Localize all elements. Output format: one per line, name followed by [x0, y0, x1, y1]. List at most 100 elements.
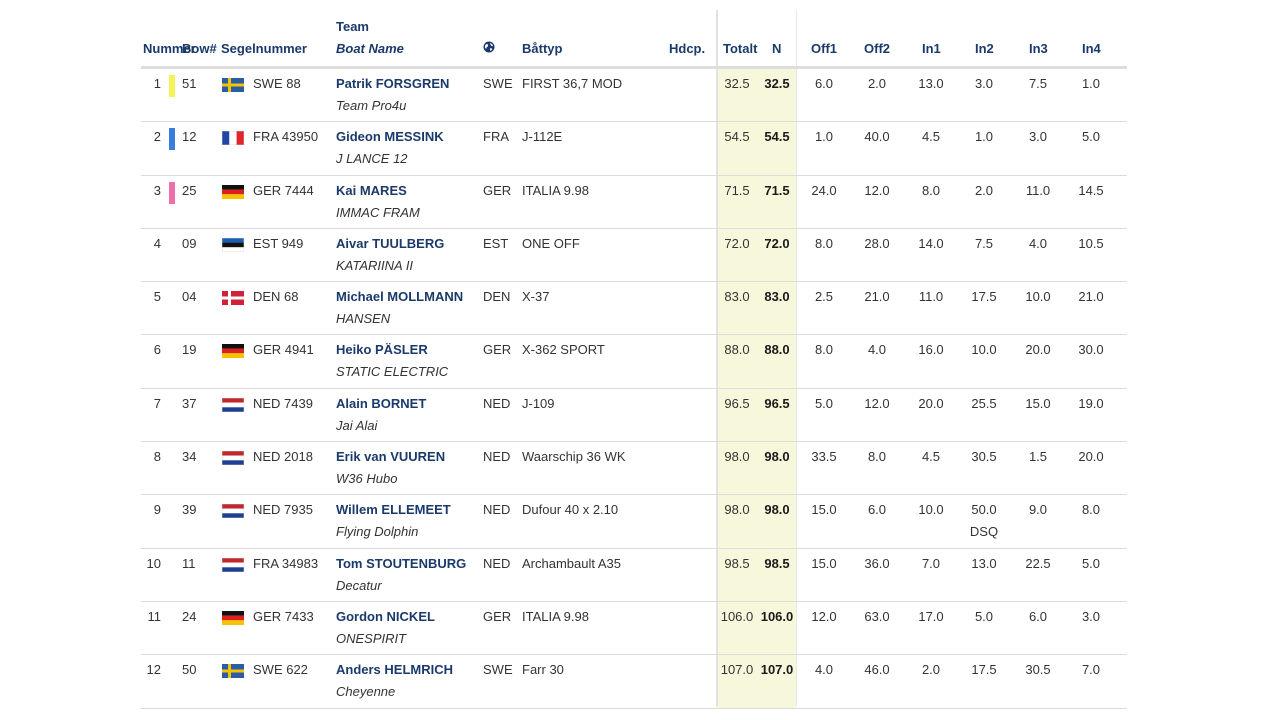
race-score-in2: 1.0	[974, 129, 994, 145]
skipper-name-link[interactable]: Erik van VUUREN	[336, 449, 446, 465]
bow-number: 11	[182, 555, 196, 571]
race-score-in4: 14.5	[1078, 182, 1104, 198]
skipper-name-link[interactable]: Alain BORNET	[336, 395, 427, 411]
table-row[interactable]: 8 34 NED 2018 Erik van VUUREN W36 Hubo NED Waa…	[141, 442, 1127, 496]
skipper-name-link[interactable]: Heiko PÄSLER	[336, 342, 428, 358]
header-boat-name[interactable]: Boat Name	[336, 41, 404, 56]
race-score-off2: 6.0	[867, 502, 887, 518]
table-row[interactable]: 11 24 GER 7433 Gordon NICKEL ONESPIRIT GER ITA…	[141, 602, 1127, 656]
table-body: 1 51 SWE 88 Patrik FORSGREN Team Pro4u SWE FIR…	[141, 69, 1127, 709]
race-score-in3: 15.0	[1025, 395, 1051, 411]
boat-name: HANSEN	[336, 311, 391, 327]
bow-number: 24	[182, 608, 197, 624]
boat-name: KATARIINA II	[336, 257, 414, 273]
flag-den-icon	[222, 291, 244, 306]
total-points: 98.5	[724, 555, 750, 571]
flag-fra-icon	[222, 131, 244, 146]
header-in1[interactable]: In1	[922, 41, 941, 56]
race-score-off2: 40.0	[864, 129, 890, 145]
sail-number: FRA 34983	[253, 555, 319, 571]
rank-number: 12	[146, 662, 161, 678]
net-points: 96.5	[764, 395, 790, 411]
header-hdcp[interactable]: Hdcp.	[669, 41, 706, 56]
race-score-in2: 25.5	[971, 395, 997, 411]
total-points: 106.0	[720, 608, 754, 624]
nation-code: EST	[483, 235, 509, 251]
total-points: 88.0	[724, 342, 750, 358]
boat-type: ONE OFF	[522, 235, 580, 251]
flag-ger-icon	[222, 610, 244, 625]
skipper-name-link[interactable]: Michael MOLLMANN	[336, 289, 464, 305]
bow-number: 50	[182, 662, 197, 678]
header-in4[interactable]: In4	[1082, 41, 1101, 56]
table-row[interactable]: 2 12 FRA 43950 Gideon MESSINK J LANCE 12 FRA J…	[141, 122, 1127, 176]
race-score-in1: 11.0	[918, 289, 944, 305]
sail-number: FRA 43950	[253, 129, 319, 145]
table-row[interactable]: 7 37 NED 7439 Alain BORNET Jai Alai NED J-109 9…	[141, 389, 1127, 443]
header-totalt[interactable]: Totalt	[723, 41, 758, 56]
race-score-off2: 12.0	[864, 395, 890, 411]
race-score-in1: 16.0	[918, 342, 944, 358]
header-team[interactable]: Team	[336, 19, 369, 34]
header-in3[interactable]: In3	[1029, 41, 1048, 56]
table-row[interactable]: 1 51 SWE 88 Patrik FORSGREN Team Pro4u SWE FIR…	[141, 69, 1127, 123]
skipper-name-link[interactable]: Patrik FORSGREN	[336, 76, 450, 91]
flag-swe-icon	[222, 78, 244, 92]
boat-name: Cheyenne	[336, 684, 396, 700]
skipper-name-link[interactable]: Gideon MESSINK	[336, 129, 444, 145]
bow-number: 09	[182, 235, 197, 251]
skipper-name-link[interactable]: Kai MARES	[336, 182, 407, 198]
rank-number: 8	[153, 449, 161, 465]
skipper-name-link[interactable]: Tom STOUTENBURG	[336, 555, 467, 571]
flag-est-icon	[222, 237, 244, 252]
table-row[interactable]: 6 19 GER 4941 Heiko PÄSLER STATIC ELECTRIC GE…	[141, 335, 1127, 389]
header-off2[interactable]: Off2	[864, 41, 890, 56]
total-points: 83.0	[724, 289, 750, 305]
table-row[interactable]: 12 50 SWE 622 Anders HELMRICH Cheyenne SWE Far…	[141, 655, 1127, 709]
flag-ger-icon	[222, 184, 244, 199]
sail-number: GER 7433	[253, 608, 314, 624]
boat-name: J LANCE 12	[336, 151, 408, 167]
header-bow[interactable]: Bow#	[182, 41, 217, 56]
rank-number: 7	[153, 395, 161, 411]
skipper-name-link[interactable]: Willem ELLEMEET	[336, 502, 451, 518]
skipper-name-link[interactable]: Gordon NICKEL	[336, 608, 435, 624]
boat-type: Waarschip 36 WK	[522, 449, 626, 465]
header-battyp[interactable]: Båttyp	[522, 41, 563, 56]
header-in2[interactable]: In2	[975, 41, 994, 56]
boat-type: X-362 SPORT	[522, 342, 605, 358]
table-row[interactable]: 3 25 GER 7444 Kai MARES IMMAC FRAM GER ITALIA …	[141, 176, 1127, 229]
race-score-in1: 14.0	[918, 235, 944, 251]
net-points: 106.0	[760, 608, 794, 624]
nation-code: GER	[483, 182, 512, 198]
sail-number: SWE 622	[253, 662, 308, 678]
table-row[interactable]: 4 09 EST 949 Aivar TUULBERG KATARIINA II EST O…	[141, 229, 1127, 283]
race-score-off2: 46.0	[864, 662, 890, 678]
header-off1[interactable]: Off1	[811, 41, 837, 56]
table-row[interactable]: 5 04 DEN 68 Michael MOLLMANN HANSEN DEN X-37 83…	[141, 282, 1127, 336]
header-segelnummer[interactable]: Segelnummer	[221, 41, 307, 56]
skipper-name-link[interactable]: Aivar TUULBERG	[336, 235, 445, 251]
skipper-name-link[interactable]: Anders HELMRICH	[336, 662, 454, 678]
race-score-off2: 4.0	[867, 342, 887, 358]
net-points: 98.0	[764, 449, 790, 465]
table-row[interactable]: 9 39 NED 7935 Willem ELLEMEET Flying Dolphin…	[141, 495, 1127, 549]
net-points: 32.5	[764, 76, 790, 91]
header-nummer[interactable]: Nummer	[143, 41, 196, 56]
total-points: 98.0	[724, 449, 750, 465]
globe-icon[interactable]	[483, 41, 495, 53]
race-score-in3: 30.5	[1025, 662, 1051, 678]
boat-name: Flying Dolphin	[336, 524, 419, 540]
boat-name: STATIC ELECTRIC	[336, 364, 449, 380]
boat-type: Archambault A35	[522, 555, 622, 571]
race-score-in2: 10.0	[971, 342, 997, 358]
race-score-in3: 6.0	[1028, 608, 1048, 624]
race-score-in4: 5.0	[1081, 129, 1101, 145]
table-row[interactable]: 10 11 FRA 34983 Tom STOUTENBURG Decatur NED Ar…	[141, 549, 1127, 602]
nation-code: GER	[483, 608, 512, 624]
header-n[interactable]: N	[772, 41, 782, 56]
bow-number: 25	[182, 182, 197, 198]
nation-code: NED	[483, 555, 511, 571]
race-score-in4: 8.0	[1081, 502, 1101, 518]
race-score-in1: 7.0	[921, 555, 941, 571]
